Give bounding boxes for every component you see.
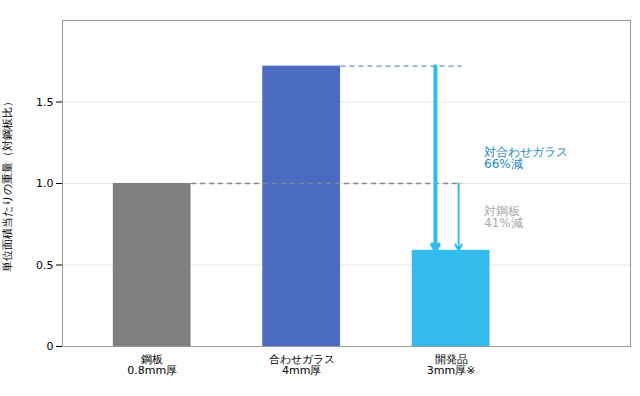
svg-text:単位面積当たりの重量（対鋼板比）: 単位面積当たりの重量（対鋼板比） <box>1 96 14 272</box>
svg-text:0.5: 0.5 <box>36 259 54 272</box>
svg-text:対鋼板41%減: 対鋼板41%減 <box>484 204 523 230</box>
svg-text:合わせガラス4mm厚: 合わせガラス4mm厚 <box>269 353 335 377</box>
svg-text:鋼板0.8mm厚: 鋼板0.8mm厚 <box>127 353 177 377</box>
svg-text:開発品3mm厚※: 開発品3mm厚※ <box>427 353 476 377</box>
svg-text:1.0: 1.0 <box>36 177 54 190</box>
svg-text:0: 0 <box>47 340 54 353</box>
svg-text:対合わせガラス66%減: 対合わせガラス66%減 <box>484 145 568 171</box>
svg-text:1.5: 1.5 <box>36 96 54 109</box>
